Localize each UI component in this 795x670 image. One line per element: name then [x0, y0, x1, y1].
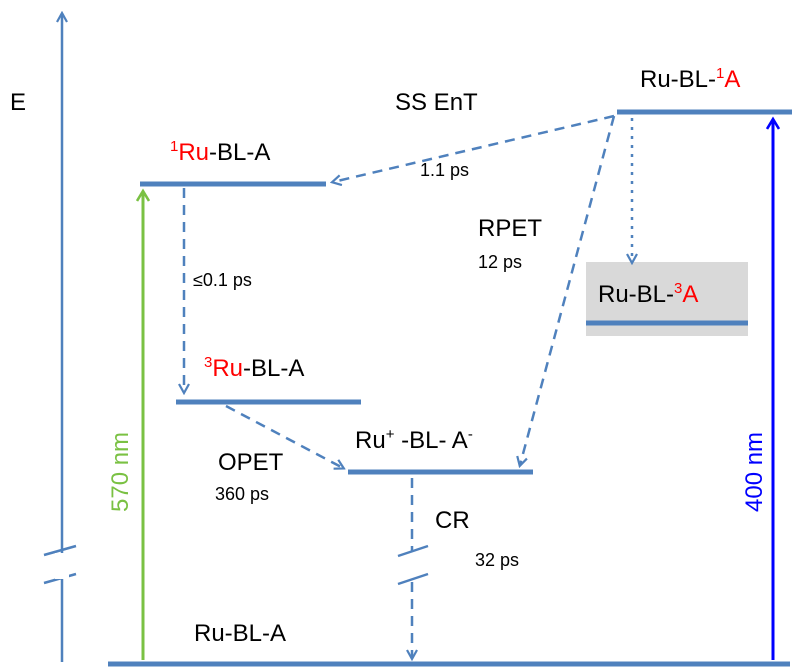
opet-label: OPET: [218, 449, 284, 476]
ground-state-label: Ru-BL-A: [194, 620, 286, 647]
rpet-label: RPET: [478, 215, 542, 242]
triplet-ru-label: 3Ru-BL-A: [204, 354, 304, 382]
opet-arrow: [225, 404, 343, 468]
isc-ru-time: ≤0.1 ps: [193, 270, 252, 290]
excitation-570nm-label: 570 nm: [107, 432, 134, 512]
energy-axis-label: E: [10, 89, 26, 116]
excitation-400nm-label: 400 nm: [741, 432, 768, 512]
triplet-a-label: Ru-BL-3A: [598, 280, 698, 308]
axis-break-mark-upper: [43, 544, 77, 557]
cr-arrow: [397, 478, 429, 658]
ss-ent-arrow: [333, 114, 615, 182]
rpet-arrow: [520, 115, 616, 465]
opet-time: 360 ps: [215, 484, 269, 504]
energy-axis: [43, 14, 77, 662]
rpet-time: 12 ps: [478, 252, 522, 272]
ss-ent-label: SS EnT: [395, 89, 478, 116]
singlet-a-label: Ru-BL-1A: [640, 65, 740, 93]
cr-break-mark-lower: [397, 572, 429, 586]
cr-label: CR: [435, 507, 470, 534]
ss-ent-time: 1.1 ps: [420, 160, 469, 180]
cr-time: 32 ps: [475, 550, 519, 570]
singlet-ru-label: 1Ru-BL-A: [170, 138, 270, 166]
charge-separated-label: Ru+ -BL- A-: [355, 426, 473, 454]
cr-break-mark-upper: [397, 544, 429, 558]
